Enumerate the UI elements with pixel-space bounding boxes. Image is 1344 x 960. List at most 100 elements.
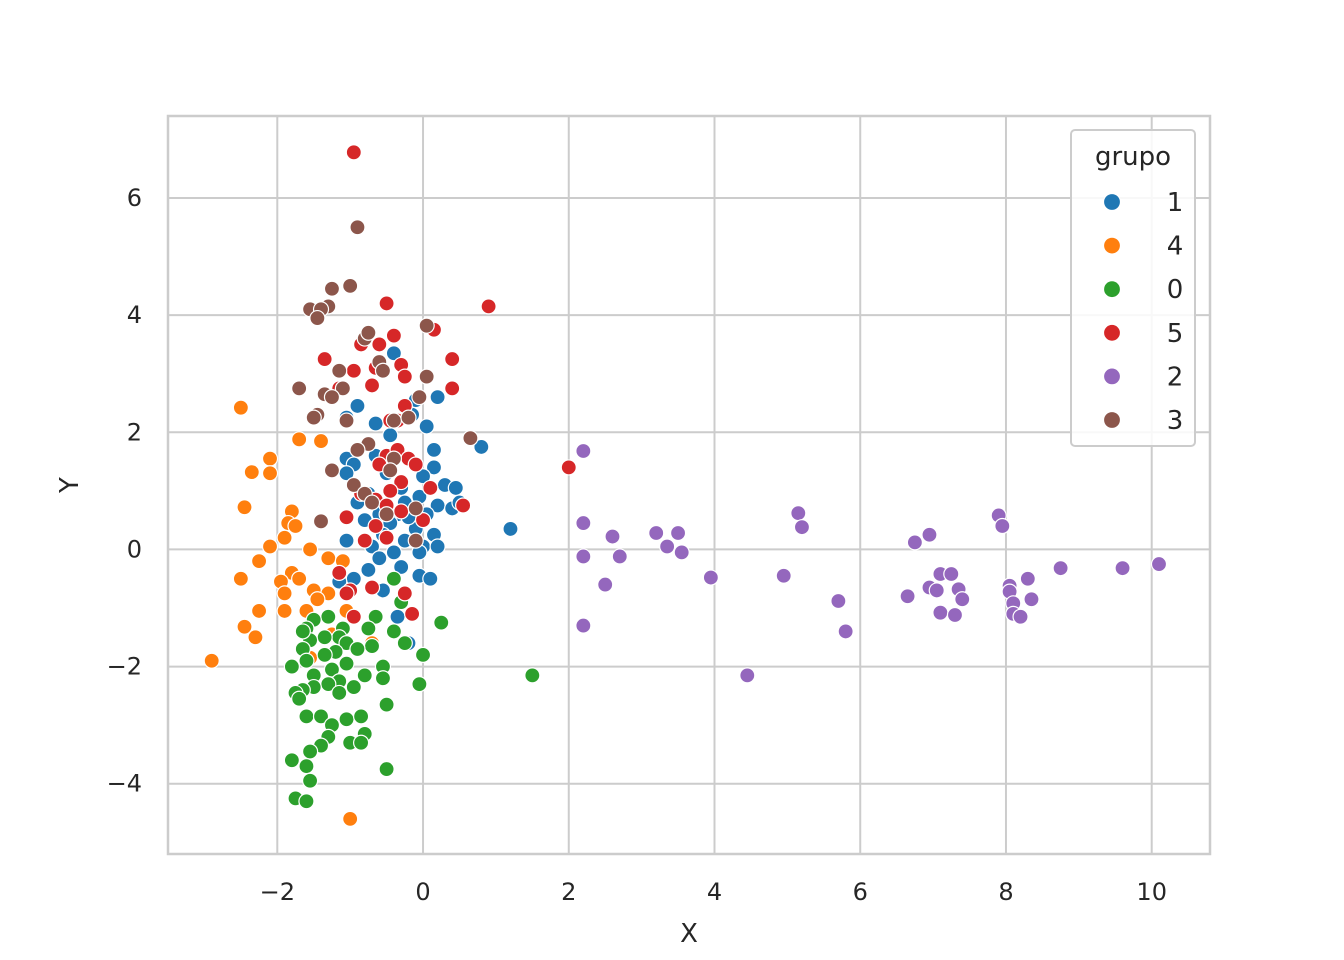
data-point [422,570,439,587]
data-point [378,529,395,546]
data-point [345,144,362,161]
data-point [954,591,971,608]
data-point [301,541,319,558]
data-point [352,734,370,751]
x-tick-label: 6 [853,878,868,906]
data-point [283,658,300,675]
data-point [316,350,333,368]
legend-marker [1102,410,1122,430]
data-point [429,538,446,555]
data-point [790,505,807,522]
x-tick-label: 0 [415,878,430,906]
data-point [1114,560,1131,577]
data-point [338,509,355,526]
data-point [367,415,384,432]
data-point [480,298,497,315]
x-tick-label: 4 [707,878,722,906]
data-point [316,646,333,663]
legend-label: 3 [1167,406,1184,436]
data-point [407,532,424,549]
data-point [360,620,377,637]
data-point [1023,591,1040,608]
data-point [407,500,424,517]
data-point [502,520,519,538]
data-point [342,810,359,827]
data-point [396,585,413,602]
x-tick-label: 2 [561,878,576,906]
data-point [899,588,916,605]
data-point [276,602,293,620]
data-point [236,499,253,516]
data-point [363,494,381,511]
data-point [411,676,428,693]
data-point [349,640,366,658]
data-point [291,431,308,448]
data-point [349,397,366,415]
legend-marker [1102,236,1122,255]
data-point [371,336,388,353]
data-point [261,538,279,555]
data-point [338,711,355,728]
data-point [575,548,592,565]
data-point [305,409,322,426]
x-axis-label: X [680,919,698,949]
legend-items: 1 4 0 5 2 3 [1102,188,1184,436]
data-point [447,479,464,497]
y-tick-label: 6 [127,184,142,212]
data-point [338,655,355,672]
data-point [433,614,450,631]
data-point [659,538,676,555]
data-point [243,464,260,481]
y-tick-label: −2 [107,653,142,681]
data-point [669,524,687,542]
data-point [739,667,756,684]
data-point [429,389,446,406]
data-point [232,399,249,416]
data-point [444,350,461,368]
data-point [455,497,472,514]
data-point [345,476,362,494]
data-point [946,606,964,624]
data-point [382,482,399,499]
legend-label: 5 [1167,319,1184,349]
data-point [291,690,308,707]
data-point [928,582,945,599]
data-point [352,708,370,725]
data-point [411,389,428,406]
data-point [363,579,381,596]
y-tick-label: 0 [127,535,142,563]
legend-label: 0 [1167,275,1184,305]
data-point [360,561,377,579]
data-point [378,506,395,523]
data-point [385,623,402,640]
legend-box [1070,129,1196,447]
data-point [338,412,355,429]
data-point [232,570,249,587]
data-point [702,569,719,586]
data-point [298,758,315,775]
y-tick-label: 2 [127,418,142,446]
data-point [425,459,443,476]
legend-marker [1102,367,1122,386]
series-group-0 [283,570,541,810]
data-point [575,514,592,532]
data-point [250,602,268,620]
data-point [396,368,413,385]
x-tick-label: 8 [998,878,1013,906]
data-point [382,427,399,444]
data-point [283,752,300,769]
data-point [444,380,461,397]
data-points [203,144,1168,827]
data-point [323,389,341,406]
data-point [575,617,592,634]
data-point [648,524,665,542]
data-point [261,450,279,467]
data-point [338,585,355,602]
data-point [775,567,792,584]
data-point [378,760,395,778]
data-point [291,380,308,397]
data-point [320,608,337,625]
data-point [320,550,337,567]
y-tick-label: 4 [127,301,142,329]
data-point [309,591,326,608]
